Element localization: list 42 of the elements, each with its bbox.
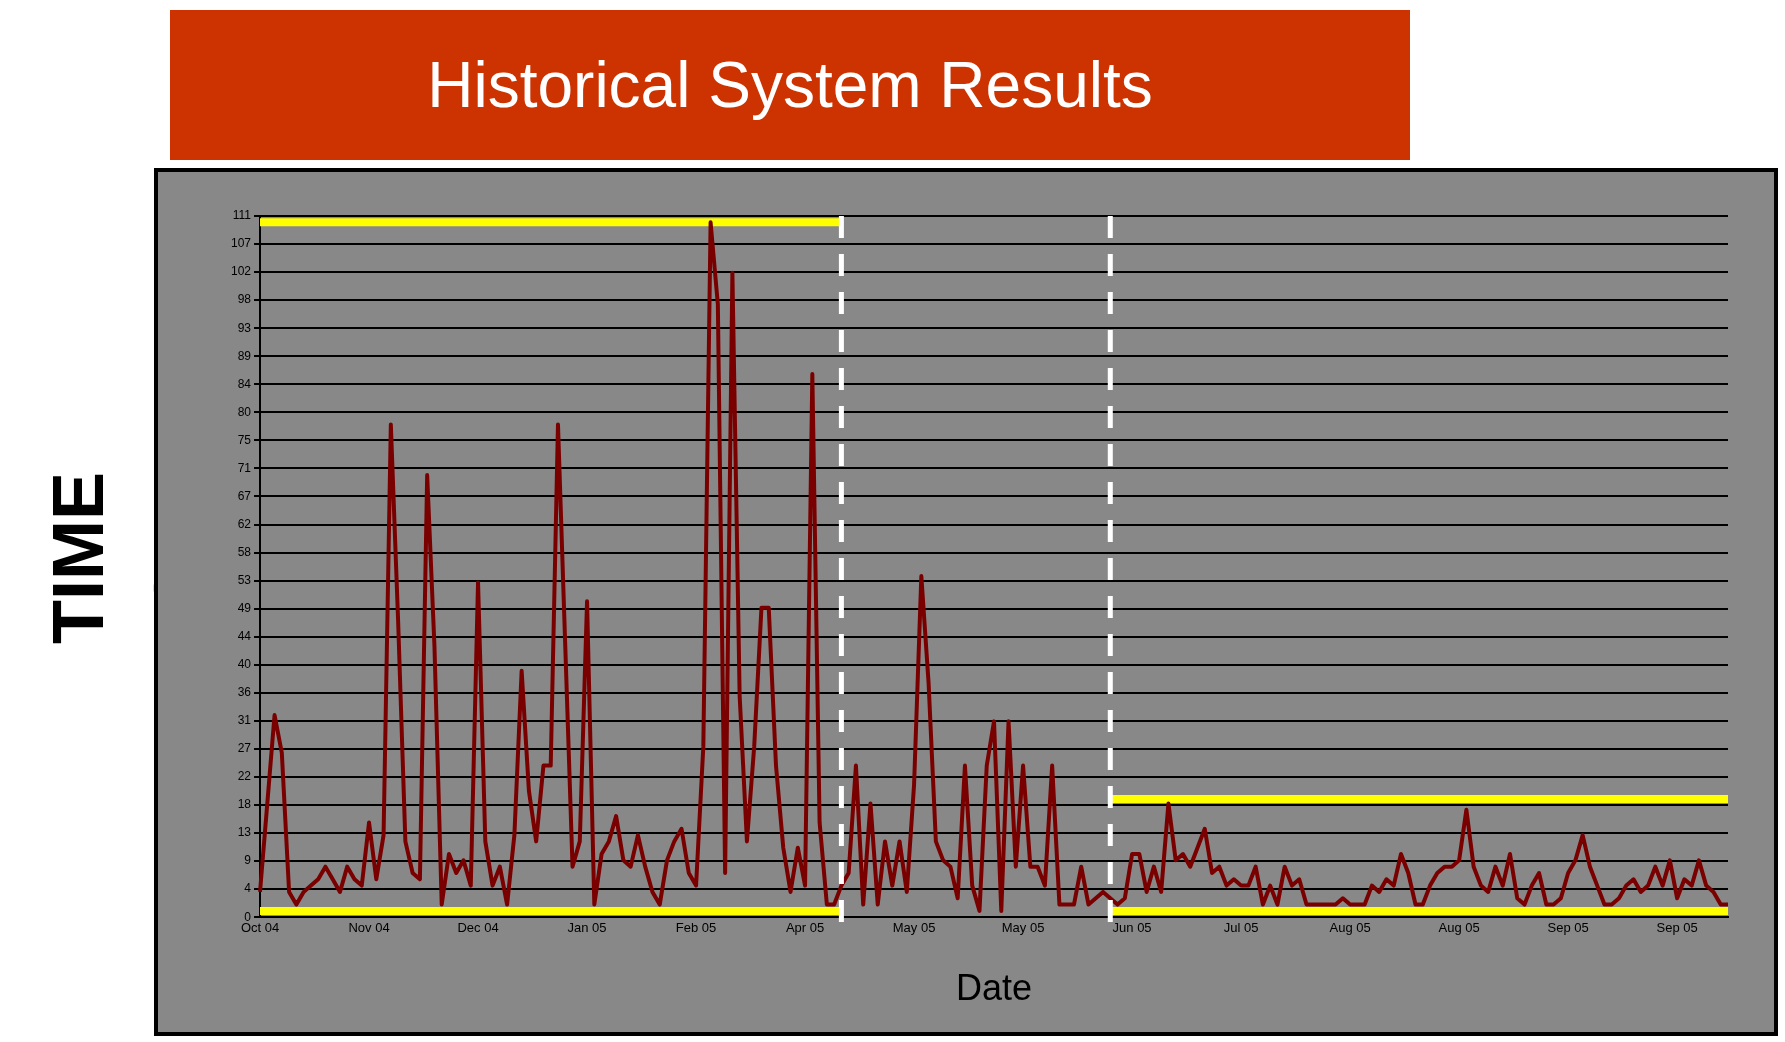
y-tick-label: 58 [237,544,252,559]
y-tick-label: 93 [237,320,252,335]
y-tick-label: 107 [230,236,252,251]
y-tick-label: 31 [237,713,252,728]
y-tick-label: 27 [237,741,252,756]
x-tick-label: Jul 05 [1223,919,1259,935]
y-tick-label: 84 [237,376,252,391]
y-tick-label: 13 [237,825,252,840]
x-tick-label: Aug 05 [1438,919,1480,935]
x-axis-title: Date [955,967,1033,1009]
x-tick-label: Nov 04 [348,919,390,935]
y-tick-label: 102 [230,264,252,279]
y-tick-label: 67 [237,488,252,503]
x-tick-label: Dec 04 [457,919,499,935]
x-tick-label: Jun 05 [1112,919,1152,935]
x-tick-label: Feb 05 [675,919,717,935]
y-tick-label: 111 [232,208,252,223]
x-tick-label: May 05 [892,919,936,935]
x-tick-label: Aug 05 [1329,919,1371,935]
x-tick-label: Sep 05 [1656,919,1698,935]
x-tick-label: May 05 [1001,919,1045,935]
y-tick-label: 75 [237,432,252,447]
x-tick-label: Apr 05 [785,919,825,935]
y-tick-label: 4 [244,881,252,896]
y-tick-label: 53 [237,572,252,587]
y-tick-label: 22 [237,769,252,784]
x-tick-label: Jan 05 [567,919,607,935]
y-tick-label: 18 [237,797,252,812]
y-tick-label: 49 [237,600,252,615]
y-tick-label: 44 [237,629,252,644]
y-tick-label: 98 [237,292,252,307]
chart-title: Historical System Results [168,8,1412,162]
y-tick-label: 0 [244,909,252,924]
y-tick-label: 9 [244,853,252,868]
y-tick-label: 62 [237,516,252,531]
y-tick-label: 36 [237,685,252,700]
y-axis-title: TIME [37,472,119,644]
x-tick-label: Sep 05 [1547,919,1589,935]
y-tick-label: 80 [237,404,252,419]
y-tick-label: 89 [237,348,252,363]
y-tick-label: 40 [237,657,252,672]
y-tick-label: 71 [237,460,252,475]
